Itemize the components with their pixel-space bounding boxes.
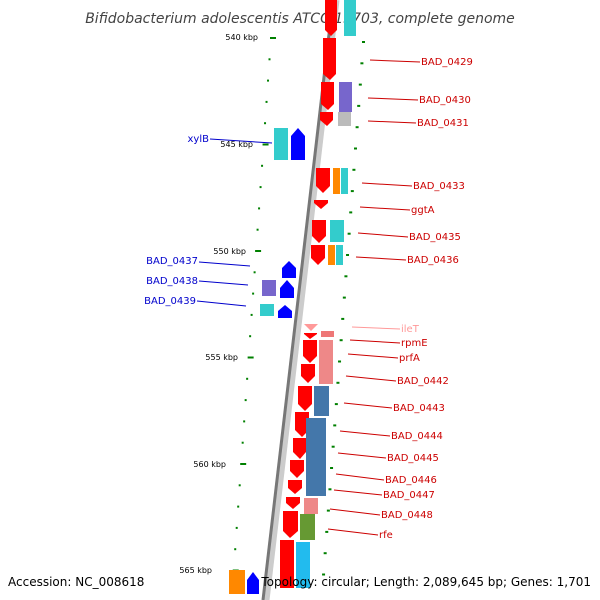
trna-leader-line (351, 326, 401, 330)
gene-arrow (325, 0, 337, 36)
gene-label: ggtA (411, 205, 435, 216)
gene-arrow-bad-0442 (301, 364, 315, 383)
reverse-leader-lines (327, 59, 421, 536)
gene-label: BAD_0448 (381, 510, 433, 521)
gene-label: BAD_0447 (383, 490, 435, 501)
protein-domain-block (328, 245, 335, 265)
gene-label: rpmE (401, 338, 428, 349)
gene-arrow-bad-0445 (293, 438, 306, 459)
gene-arrow-bad-0430 (321, 82, 334, 110)
gene-arrow-bad-0431 (320, 112, 333, 126)
forward-strand-features (229, 128, 305, 594)
forward-leader-lines (196, 138, 273, 307)
gene-arrow-bad-0439 (278, 305, 292, 318)
tick-label: 545 kbp (220, 140, 253, 149)
gene-arrow-bad-0437 (282, 261, 296, 278)
gene-label: rfe (379, 530, 393, 541)
protein-domain-block (229, 570, 245, 594)
protein-domain-block (274, 128, 288, 160)
gene-label: BAD_0433 (413, 181, 465, 192)
gene-arrow-bad-0429 (323, 38, 336, 80)
gene-arrow-bad-0446 (290, 460, 304, 478)
gene-arrow (247, 572, 259, 594)
gene-arrow-xylb (291, 128, 305, 160)
protein-domain-block (333, 168, 340, 194)
gene-label: xylB (188, 134, 210, 145)
protein-domain-block (339, 82, 352, 112)
protein-domain-block (262, 280, 276, 296)
protein-domain-block (338, 112, 351, 126)
forward-gene-labels: xylB BAD_0437 BAD_0438 BAD_0439 (144, 134, 209, 307)
protein-domain-block (314, 386, 329, 416)
accession-text: Accession: NC_008618 (8, 575, 144, 589)
gene-label: BAD_0445 (387, 453, 439, 464)
gene-arrow-rfe (283, 511, 298, 538)
tick-label: 550 kbp (213, 247, 246, 256)
tick-label: 560 kbp (193, 460, 226, 469)
gene-label: BAD_0429 (421, 57, 473, 68)
genome-title: Bifidobacterium adolescentis ATCC 15703,… (85, 11, 515, 27)
protein-domain-block (300, 514, 315, 540)
position-ruler (232, 37, 365, 576)
tick-label: 565 kbp (179, 566, 212, 575)
protein-domain-block (306, 418, 326, 496)
gene-arrow-bad-0444 (295, 412, 309, 437)
protein-domain-block (304, 498, 318, 514)
gene-label: BAD_0431 (417, 118, 469, 129)
gene-label: BAD_0438 (146, 276, 198, 287)
gene-arrow-bad-0443 (298, 386, 312, 411)
protein-domain-block (336, 245, 343, 265)
gene-label: BAD_0430 (419, 95, 471, 106)
trna-arrow-ilet (304, 324, 318, 331)
gene-label: BAD_0444 (391, 431, 443, 442)
gene-arrow-bad-0433 (316, 168, 330, 193)
gene-label: BAD_0436 (407, 255, 459, 266)
gene-arrow-bad-0435 (312, 220, 326, 243)
protein-domain-block (319, 340, 333, 384)
protein-domain-block (296, 542, 310, 588)
gene-label: prfA (399, 353, 420, 364)
gene-label: BAD_0437 (146, 256, 198, 267)
gene-arrow-bad-0438 (280, 280, 294, 298)
gene-label: BAD_0446 (385, 475, 437, 486)
protein-domain-block (341, 168, 348, 194)
gene-arrow-rpme (304, 333, 317, 339)
gene-label: BAD_0442 (397, 376, 449, 387)
reverse-strand-features (280, 0, 356, 588)
gene-arrow-bad-0447 (288, 480, 302, 494)
protein-domain-block (330, 220, 344, 242)
gene-arrow-prfa (303, 340, 317, 363)
tick-label: 555 kbp (205, 353, 238, 362)
gene-label: BAD_0439 (144, 296, 196, 307)
reverse-gene-labels: BAD_0429 BAD_0430 BAD_0431 BAD_0433 ggtA… (379, 57, 473, 541)
gene-label: ileT (401, 324, 420, 335)
tick-labels: 540 kbp 545 kbp 550 kbp 555 kbp 560 kbp … (179, 33, 258, 575)
gene-arrow-ggta (314, 200, 328, 209)
protein-domain-block (344, 0, 356, 36)
gene-label: BAD_0443 (393, 403, 445, 414)
gene-label: BAD_0435 (409, 232, 461, 243)
protein-domain-block (260, 304, 274, 316)
gene-arrow-bad-0436 (311, 245, 325, 265)
gene-arrow-bad-0448 (286, 497, 300, 509)
protein-domain-block (321, 331, 334, 337)
gene-arrow (280, 540, 294, 588)
tick-label: 540 kbp (225, 33, 258, 42)
genome-summary-text: Topology: circular; Length: 2,089,645 bp… (260, 575, 591, 589)
